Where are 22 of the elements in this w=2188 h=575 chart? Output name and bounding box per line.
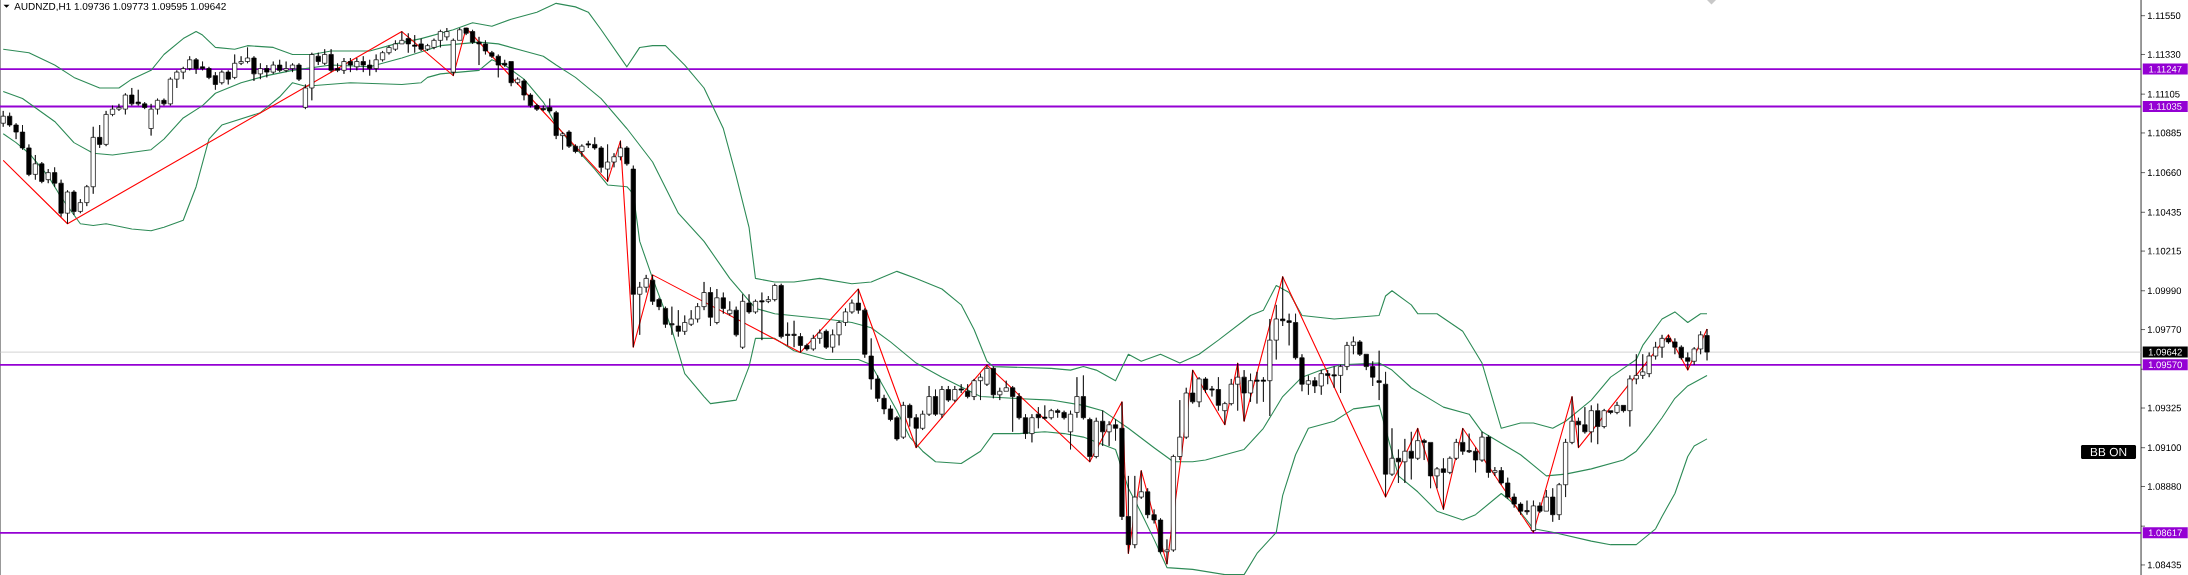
line-series <box>2 2 1708 429</box>
annotation: BB ON <box>2090 447 2127 457</box>
y-tick-label: 1.09770 <box>2147 326 2182 333</box>
y-tick-label: 1.10660 <box>2147 169 2182 176</box>
y-tick-label: 1.08435 <box>2147 561 2182 569</box>
ref-line-label: 1.11035 <box>2149 103 2182 110</box>
y-tick-label: 1.10435 <box>2147 208 2182 216</box>
y-tick-label: 1.11330 <box>2147 51 2181 58</box>
ref-line-label: 1.08617 <box>2148 529 2182 537</box>
y-tick-label: 1.08880 <box>2147 483 2182 490</box>
ref-line-label: 1.11247 <box>2149 65 2182 73</box>
ref-line-label: 1.09642 <box>2148 348 2182 356</box>
y-tick-label: 1.10885 <box>2147 129 2182 137</box>
candlestick <box>1376 350 1382 401</box>
chart-title: AUDNZD,H1 1.09736 1.09773 1.09595 1.09642 <box>14 2 226 12</box>
y-tick-label: 1.10215 <box>2147 247 2182 255</box>
ref-line-label: 1.09570 <box>2148 361 2182 369</box>
y-tick-label: 1.11105 <box>2147 90 2180 98</box>
y-tick-label: 1.11550 <box>2147 12 2181 20</box>
y-tick-label: 1.09990 <box>2147 287 2182 295</box>
y-tick-label: 1.09100 <box>2147 444 2182 452</box>
y-tick-label: 1.09325 <box>2147 404 2182 412</box>
